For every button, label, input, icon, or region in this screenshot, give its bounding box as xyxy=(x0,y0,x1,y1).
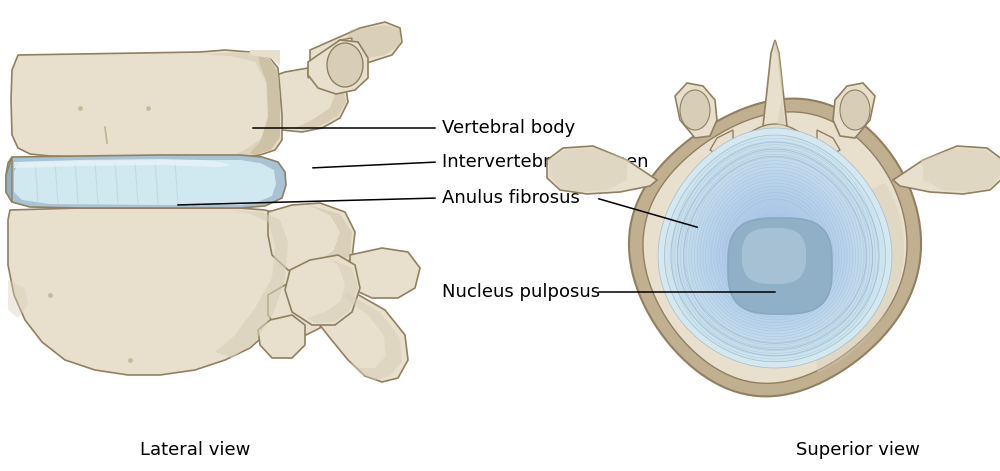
Polygon shape xyxy=(920,148,1000,192)
Polygon shape xyxy=(268,203,355,278)
Polygon shape xyxy=(308,40,368,94)
Polygon shape xyxy=(643,112,907,383)
Polygon shape xyxy=(675,83,717,138)
Polygon shape xyxy=(340,25,400,60)
Polygon shape xyxy=(6,155,286,208)
Polygon shape xyxy=(14,159,230,168)
Text: Vertebral body: Vertebral body xyxy=(442,119,575,137)
Polygon shape xyxy=(6,157,12,202)
Polygon shape xyxy=(258,315,305,358)
Polygon shape xyxy=(735,212,815,294)
Polygon shape xyxy=(215,210,288,358)
Polygon shape xyxy=(345,292,402,380)
Polygon shape xyxy=(677,149,873,349)
Polygon shape xyxy=(285,255,360,325)
Polygon shape xyxy=(748,227,802,282)
Text: Lateral view: Lateral view xyxy=(140,441,250,459)
Polygon shape xyxy=(773,40,785,126)
Polygon shape xyxy=(14,160,276,205)
Polygon shape xyxy=(742,228,806,284)
Polygon shape xyxy=(295,275,408,382)
Polygon shape xyxy=(268,275,328,338)
Polygon shape xyxy=(11,50,282,157)
Polygon shape xyxy=(805,183,904,373)
Polygon shape xyxy=(295,72,346,130)
Polygon shape xyxy=(629,98,921,397)
Polygon shape xyxy=(308,258,358,323)
Polygon shape xyxy=(8,280,28,318)
Polygon shape xyxy=(817,130,840,156)
Polygon shape xyxy=(302,205,352,276)
Polygon shape xyxy=(710,130,733,156)
Polygon shape xyxy=(547,146,657,194)
Ellipse shape xyxy=(840,90,870,130)
Polygon shape xyxy=(730,124,820,220)
Text: Nucleus pulposus: Nucleus pulposus xyxy=(442,283,600,301)
Ellipse shape xyxy=(680,90,710,130)
Polygon shape xyxy=(893,146,1000,194)
Polygon shape xyxy=(310,22,402,72)
Polygon shape xyxy=(549,148,630,192)
Polygon shape xyxy=(690,163,860,337)
Polygon shape xyxy=(760,40,790,143)
Ellipse shape xyxy=(327,43,363,87)
Polygon shape xyxy=(697,170,853,331)
Polygon shape xyxy=(308,38,352,78)
Polygon shape xyxy=(833,83,875,138)
Polygon shape xyxy=(262,68,348,132)
Text: Intervertebral foramen: Intervertebral foramen xyxy=(442,153,648,171)
Polygon shape xyxy=(684,156,866,343)
Polygon shape xyxy=(742,219,808,288)
Text: Anulus fibrosus: Anulus fibrosus xyxy=(442,189,580,207)
Polygon shape xyxy=(250,55,280,155)
Polygon shape xyxy=(350,248,420,298)
Polygon shape xyxy=(728,218,832,314)
Polygon shape xyxy=(729,205,821,300)
Polygon shape xyxy=(8,208,292,375)
Polygon shape xyxy=(658,128,892,368)
Polygon shape xyxy=(250,50,280,65)
Text: Superior view: Superior view xyxy=(796,441,920,459)
Polygon shape xyxy=(710,184,841,319)
Polygon shape xyxy=(664,135,886,362)
Polygon shape xyxy=(671,142,879,356)
Polygon shape xyxy=(722,198,828,307)
Polygon shape xyxy=(737,130,813,212)
Polygon shape xyxy=(200,52,280,157)
Polygon shape xyxy=(716,191,834,313)
Polygon shape xyxy=(703,177,847,325)
